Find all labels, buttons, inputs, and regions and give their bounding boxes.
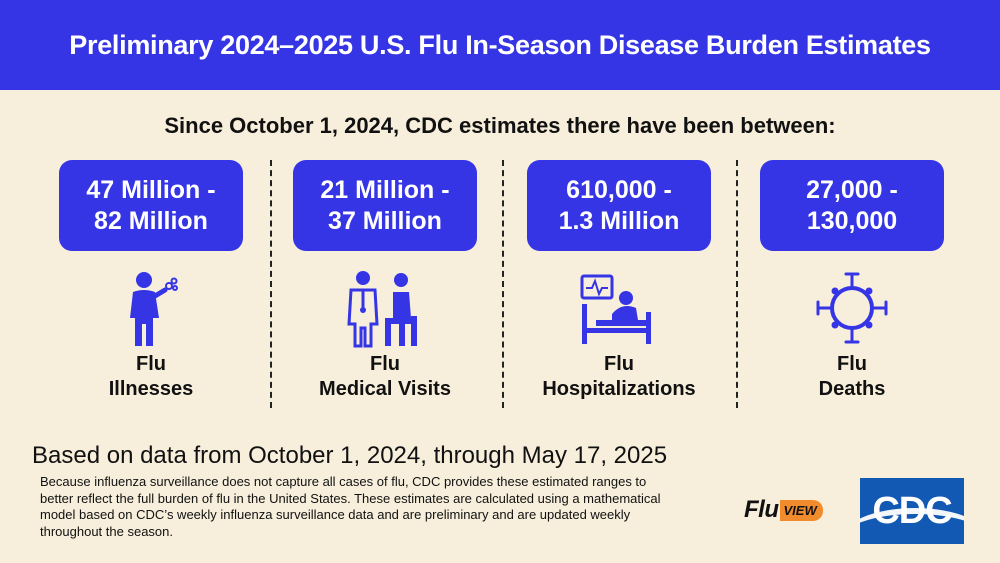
data-period-text: Based on data from October 1, 2024, thro… — [32, 442, 668, 469]
estimate-illnesses: 47 Million - 82 Million Flu Illnesses — [56, 160, 246, 410]
hospital-bed-icon — [580, 274, 651, 344]
fluview-logo-view: VIEW — [779, 499, 823, 521]
virus-icon — [816, 272, 888, 344]
range-line: 130,000 — [806, 206, 898, 235]
estimate-medical-visits: 21 Million - 37 Million Flu Medical Visi… — [290, 160, 480, 410]
estimate-label: Flu Medical Visits — [270, 352, 500, 402]
cdc-logo: CDC — [860, 478, 964, 544]
estimate-hospitalizations: 610,000 - 1.3 Million Flu Hospitalizatio… — [524, 160, 714, 410]
range-line: 610,000 - — [566, 175, 672, 204]
dashed-divider — [502, 160, 504, 408]
label-line: Flu — [370, 353, 400, 375]
label-line: Medical Visits — [319, 378, 451, 400]
label-line: Illnesses — [108, 378, 194, 400]
methodology-note: Because influenza surveillance does not … — [40, 474, 661, 539]
label-line: Flu — [837, 353, 867, 375]
label-line: Deaths — [818, 378, 886, 400]
dashed-divider — [270, 160, 272, 408]
range-box: 610,000 - 1.3 Million — [527, 160, 711, 251]
range-line: 47 Million - — [86, 175, 216, 204]
label-line: Flu — [604, 353, 634, 375]
cdc-logo-swoosh — [860, 508, 964, 544]
range-box: 21 Million - 37 Million — [293, 160, 477, 251]
page-title: Preliminary 2024–2025 U.S. Flu In-Season… — [69, 29, 931, 60]
range-box: 47 Million - 82 Million — [59, 160, 243, 251]
range-box: 27,000 - 130,000 — [760, 160, 944, 251]
cdc-logo-text: CDC — [872, 489, 952, 532]
estimate-label: Flu Deaths — [737, 352, 967, 402]
range-line: 82 Million — [94, 206, 208, 235]
dashed-divider — [736, 160, 738, 408]
fluview-logo-flu: Flu — [744, 496, 779, 523]
header-banner: Preliminary 2024–2025 U.S. Flu In-Season… — [0, 0, 1000, 90]
intro-text: Since October 1, 2024, CDC estimates the… — [164, 113, 836, 138]
fluview-logo: Flu VIEW — [744, 496, 823, 523]
label-line: Hospitalizations — [542, 378, 696, 400]
estimate-deaths: 27,000 - 130,000 Flu Deaths — [757, 160, 947, 410]
range-line: 27,000 - — [806, 175, 898, 204]
label-line: Flu — [136, 353, 166, 375]
sick-person-icon — [130, 272, 178, 346]
estimate-label: Flu Illnesses — [36, 352, 266, 402]
estimate-label: Flu Hospitalizations — [504, 352, 734, 402]
range-line: 21 Million - — [320, 175, 450, 204]
range-line: 1.3 Million — [558, 206, 680, 235]
doctor-patient-icon — [347, 271, 417, 348]
range-line: 37 Million — [328, 206, 442, 235]
